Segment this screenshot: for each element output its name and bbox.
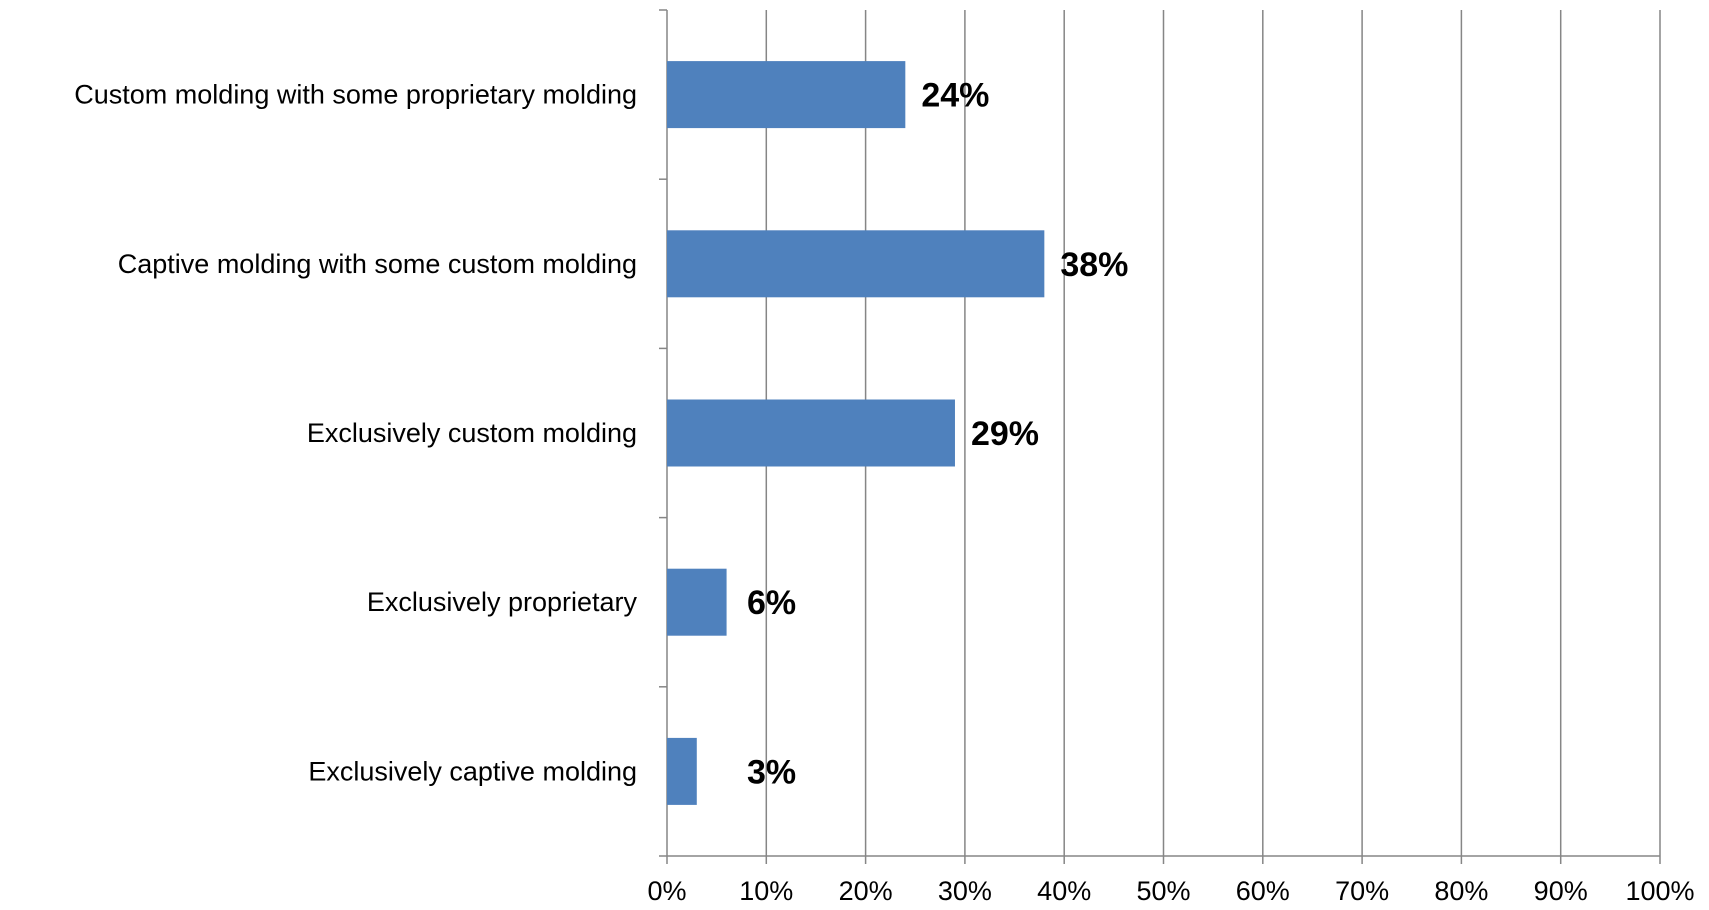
- data-label: 6%: [747, 584, 796, 622]
- data-label: 29%: [971, 415, 1039, 453]
- x-tick-label: 100%: [1625, 876, 1694, 906]
- x-tick-label: 80%: [1434, 876, 1488, 906]
- x-tick-label: 20%: [839, 876, 893, 906]
- data-label: 24%: [921, 77, 989, 115]
- bars: [667, 61, 1045, 805]
- labels: 0% 10% 20% 30% 40% 50% 60% 70% 80% 90% 100% Custom …: [74, 77, 1694, 906]
- category-label: Captive molding with some custom molding: [118, 249, 637, 279]
- bar: [667, 230, 1045, 298]
- x-tick-label: 60%: [1236, 876, 1290, 906]
- bar: [667, 61, 906, 129]
- category-label: Exclusively proprietary: [367, 587, 638, 617]
- x-tick-label: 10%: [739, 876, 793, 906]
- x-tick-label: 30%: [938, 876, 992, 906]
- x-tick-label: 70%: [1335, 876, 1389, 906]
- category-label: Exclusively captive molding: [308, 756, 637, 786]
- bar: [667, 399, 955, 467]
- x-tick-label: 90%: [1534, 876, 1588, 906]
- x-tick-label: 40%: [1037, 876, 1091, 906]
- category-label: Exclusively custom molding: [307, 418, 637, 448]
- category-label: Custom molding with some proprietary mol…: [74, 80, 637, 110]
- data-label: 3%: [747, 753, 796, 791]
- bar: [667, 568, 727, 636]
- gridlines: [765, 10, 1661, 856]
- data-label: 38%: [1060, 246, 1128, 284]
- x-tick-label: 0%: [647, 876, 686, 906]
- x-tick-label: 50%: [1136, 876, 1190, 906]
- bar: [667, 737, 697, 805]
